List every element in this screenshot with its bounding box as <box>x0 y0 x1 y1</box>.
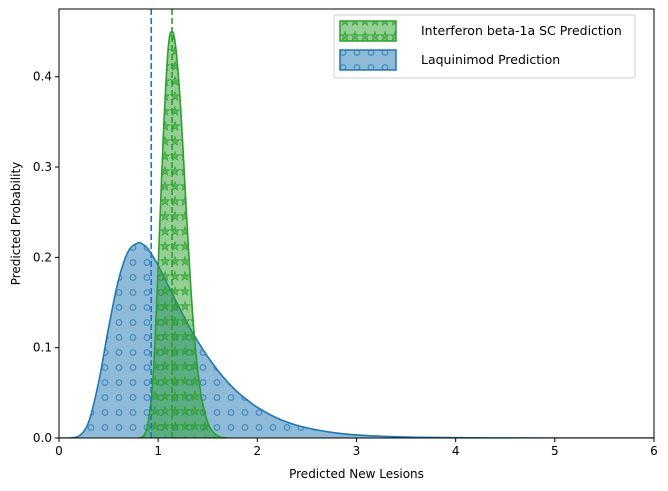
x-tick-label: 2 <box>254 444 262 458</box>
y-tick-label: 0.4 <box>33 70 52 84</box>
x-tick-label: 3 <box>353 444 361 458</box>
y-tick-label: 0.0 <box>33 431 52 445</box>
x-tick-label: 4 <box>452 444 460 458</box>
curve-interferon <box>138 30 228 438</box>
y-tick-label: 0.2 <box>33 250 52 264</box>
x-tick-label: 1 <box>154 444 162 458</box>
curve-laquinimod <box>59 241 654 438</box>
legend-item-laquinimod: Laquinimod Prediction <box>339 49 560 71</box>
y-tick-label: 0.1 <box>33 341 52 355</box>
x-tick-label: 5 <box>551 444 559 458</box>
x-axis-title: Predicted New Lesions <box>289 467 424 481</box>
area-pattern-interferon <box>138 31 228 438</box>
legend-swatch-laquinimod-pattern <box>340 50 396 70</box>
series-laquinimod <box>59 241 654 438</box>
x-tick-label: 0 <box>55 444 63 458</box>
legend-item-interferon: Interferon beta-1a SC Prediction <box>339 20 622 42</box>
legend-frame <box>333 14 636 79</box>
x-tick-label: 6 <box>650 444 658 458</box>
area-pattern-laquinimod <box>59 242 654 438</box>
legend-swatch-interferon-pattern <box>340 21 396 41</box>
legend-label-laquinimod: Laquinimod Prediction <box>421 52 560 67</box>
legend: Interferon beta-1a SC Prediction Laquini… <box>333 14 636 79</box>
y-axis: 0.0 0.1 0.2 0.3 0.4 <box>33 70 59 445</box>
series-interferon <box>138 30 228 438</box>
y-axis-title: Predicted Probability <box>9 162 23 286</box>
y-tick-label: 0.3 <box>33 160 52 174</box>
legend-label-interferon: Interferon beta-1a SC Prediction <box>421 23 622 38</box>
x-axis: 0 1 2 3 4 5 6 <box>55 438 658 458</box>
